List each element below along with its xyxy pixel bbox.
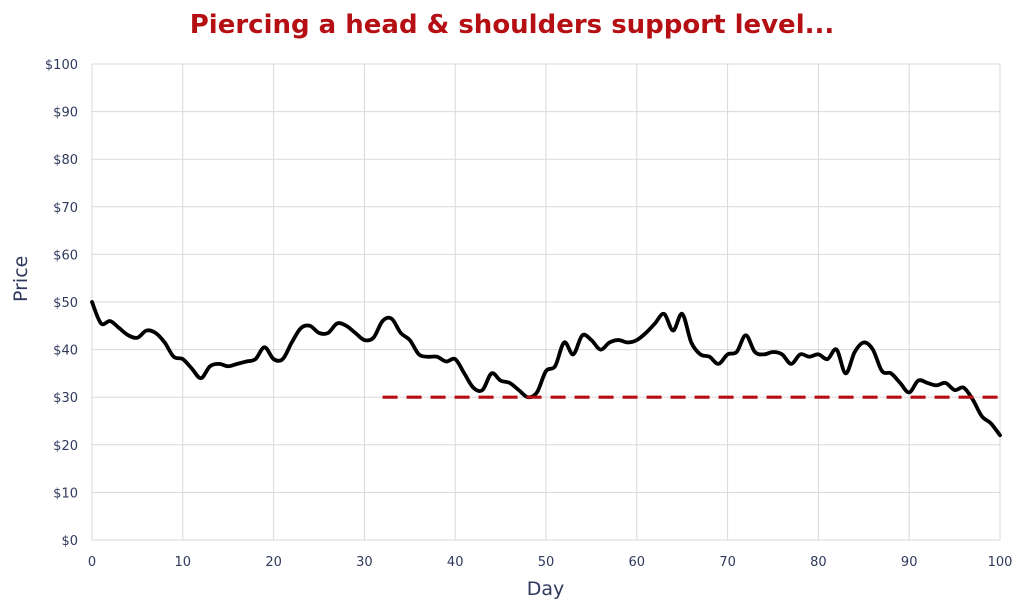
y-tick-label: $100 bbox=[45, 58, 78, 73]
y-tick-label: $90 bbox=[53, 106, 78, 121]
series bbox=[90, 300, 1002, 438]
chart-title: Piercing a head & shoulders support leve… bbox=[189, 10, 835, 40]
x-tick-label: 40 bbox=[447, 555, 464, 570]
x-tick-label: 20 bbox=[265, 555, 282, 570]
y-tick-label: $20 bbox=[53, 439, 78, 454]
x-tick-label: 10 bbox=[175, 555, 192, 570]
grid bbox=[91, 63, 1001, 541]
y-tick-label: $40 bbox=[53, 344, 78, 359]
y-tick-label: $70 bbox=[53, 201, 78, 216]
x-tick-label: 70 bbox=[719, 555, 736, 570]
x-tick-label: 100 bbox=[988, 555, 1013, 570]
x-tick-label: 30 bbox=[356, 555, 373, 570]
y-tick-label: $10 bbox=[53, 486, 78, 501]
x-tick-label: 50 bbox=[538, 555, 555, 570]
y-tick-label: $0 bbox=[61, 534, 78, 549]
x-tick-label: 60 bbox=[629, 555, 646, 570]
x-axis-label: Day bbox=[526, 578, 565, 600]
x-tick-label: 90 bbox=[901, 555, 918, 570]
y-tick-label: $80 bbox=[53, 153, 78, 168]
y-tick-label: $50 bbox=[53, 296, 78, 311]
y-tick-label: $30 bbox=[53, 391, 78, 406]
y-tick-label: $60 bbox=[53, 248, 78, 263]
tick-labels: $0 $10 $20 $30 $40 $50 $60 $70 $80 $90 $100 0 10 20 30… bbox=[45, 58, 1013, 570]
x-tick-label: 0 bbox=[88, 555, 96, 570]
price-line bbox=[90, 300, 1002, 438]
x-tick-label: 80 bbox=[810, 555, 827, 570]
